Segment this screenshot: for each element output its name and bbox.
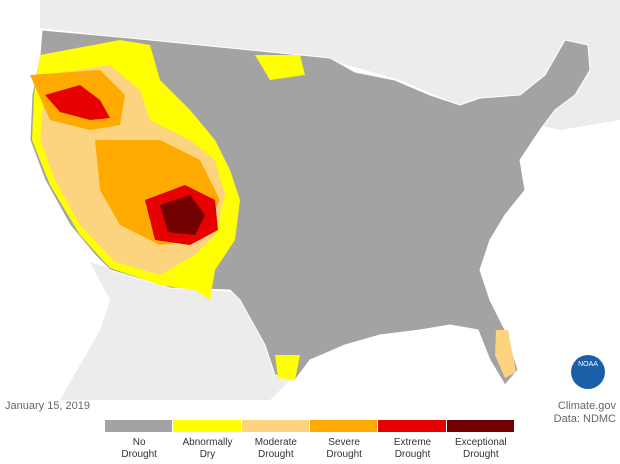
legend-label: Severe Drought: [326, 437, 362, 460]
legend-item: Moderate Drought: [241, 420, 310, 461]
legend-label: No Drought: [121, 437, 157, 460]
credit: Climate.gov: [557, 400, 616, 412]
noaa-logo: [571, 355, 605, 389]
legend-swatch: [378, 420, 447, 432]
credit: Data: NDMC: [553, 413, 616, 425]
legend-item: Exceptional Drought: [446, 420, 515, 461]
legend-label: Exceptional Drought: [454, 437, 507, 460]
drought-area: [275, 355, 300, 380]
legend: No Drought Abnormally Dry Moderate Drought…: [105, 420, 515, 461]
map: NOAA: [30, 0, 620, 400]
legend-label: Moderate Drought: [254, 437, 297, 460]
logo-text: NOAA: [578, 361, 598, 368]
legend-item: Abnormally Dry: [173, 420, 242, 461]
canada: [40, 0, 620, 130]
legend-label: Extreme Drought: [393, 437, 432, 460]
legend-item: No Drought: [105, 420, 174, 461]
legend-swatch: [241, 420, 310, 432]
legend-item: Extreme Drought: [378, 420, 447, 461]
legend-swatch: [105, 420, 174, 432]
date: January 15, 2019: [5, 400, 91, 412]
drought-area: [255, 55, 305, 80]
drought-area: [45, 85, 110, 120]
legend-item: Severe Drought: [309, 420, 379, 461]
mexico: [60, 262, 290, 400]
legend-label: Abnormally Dry: [182, 437, 233, 460]
legend-swatch: [309, 420, 379, 432]
legend-swatch: [173, 420, 242, 432]
drought-area: [495, 330, 516, 378]
drought-area: [160, 195, 205, 235]
legend-swatch: [446, 420, 515, 432]
